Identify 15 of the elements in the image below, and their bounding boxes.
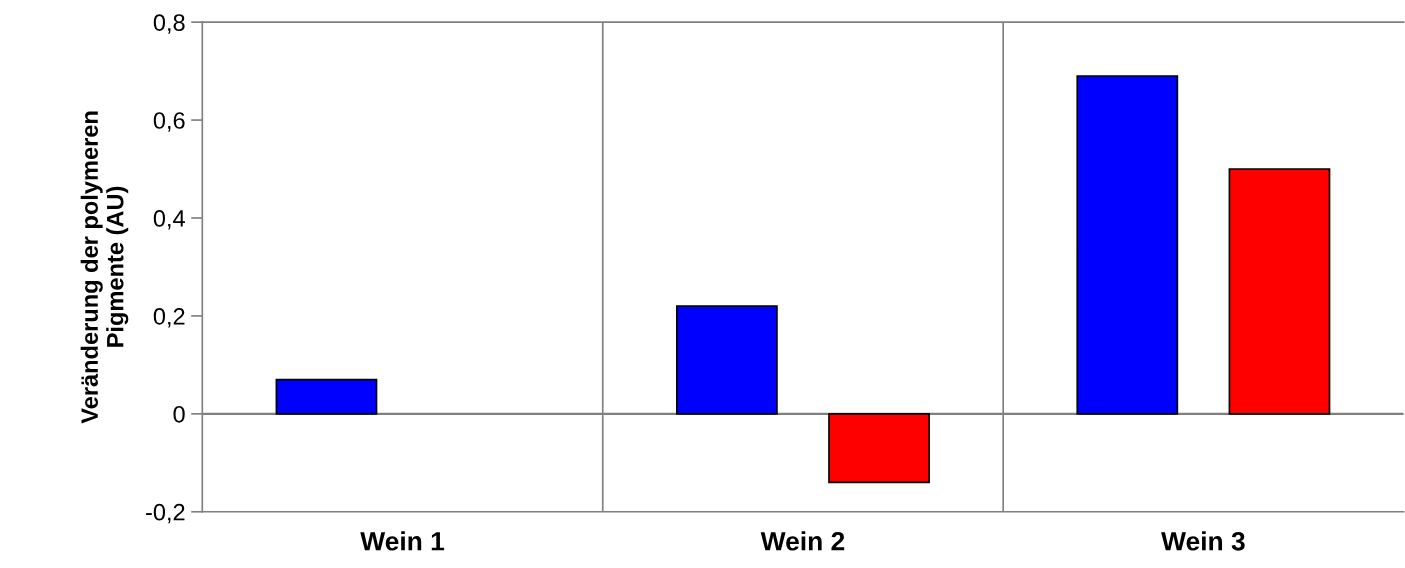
x-tick-label: Wein 2 [760, 531, 845, 551]
y-axis-title: Veränderung der polymeren Pigmente (AU) [80, 111, 129, 424]
bar [1076, 75, 1179, 415]
bar [275, 378, 378, 415]
y-tick-label: 0,2 [153, 307, 185, 328]
bar [828, 413, 930, 484]
y-tick-label: 0 [173, 405, 185, 423]
y-tick-label: 0,6 [153, 112, 185, 132]
y-tick-label: 0,4 [153, 210, 185, 230]
bar [1228, 168, 1331, 415]
y-tick-label: 0,8 [153, 14, 185, 34]
x-tick-label: Wein 3 [1161, 531, 1245, 551]
x-tick-label: Wein 1 [360, 531, 445, 551]
bar [675, 305, 778, 415]
y-tick-label: -0,2 [146, 503, 185, 524]
